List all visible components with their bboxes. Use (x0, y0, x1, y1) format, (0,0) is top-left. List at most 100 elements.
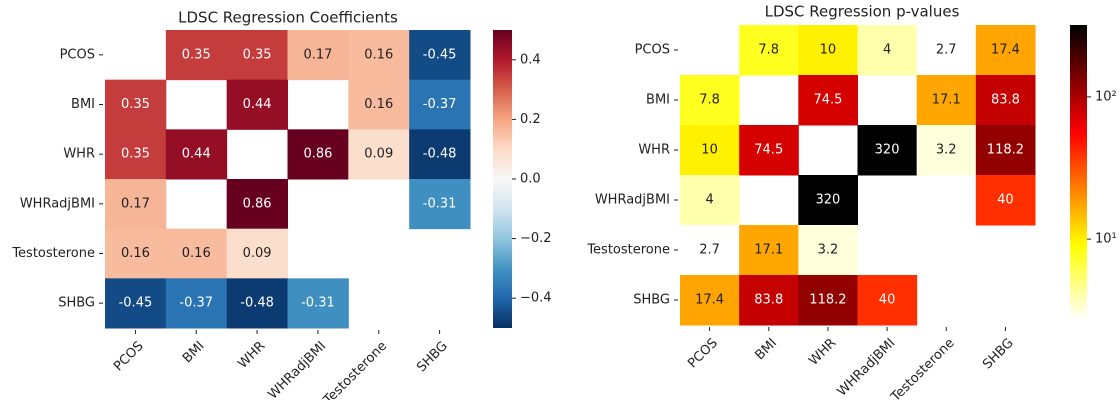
y-tick-label: WHR (63, 147, 95, 162)
y-tick-label: BMI (646, 93, 670, 108)
heatmap-cell (409, 179, 471, 230)
cell-label: 0.16 (182, 246, 211, 261)
y-tick-label: SHBG (633, 293, 670, 308)
heatmap-cell (287, 278, 349, 329)
y-tick-label: WHRadjBMI (595, 193, 670, 208)
cell-label: 10 (701, 143, 718, 158)
colorbar-tick-label: −0.4 (520, 291, 552, 306)
cell-label: -0.48 (423, 147, 457, 162)
x-tick-label: PCOS (111, 339, 147, 375)
cell-label: 320 (875, 143, 900, 158)
x-tick-label: WHR (806, 336, 839, 369)
heatmap-cell (105, 79, 167, 130)
x-tick-label: BMI (752, 336, 780, 364)
heatmap-cell (348, 79, 410, 130)
cell-label: 3.2 (936, 143, 957, 158)
cell-label: 17.1 (754, 243, 783, 258)
cell-label: -0.31 (301, 296, 335, 311)
heatmap-cell (680, 175, 740, 226)
heatmap-cell (287, 30, 349, 81)
heatmap-cell (165, 129, 228, 180)
colorbar-tick-label: 10¹ (1095, 232, 1117, 247)
cell-label: 0.86 (303, 147, 332, 162)
x-tick-label: WHR (235, 339, 268, 372)
heatmap-cell (975, 175, 1036, 226)
heatmap-cell (975, 25, 1036, 76)
heatmap-cell (409, 30, 471, 81)
chart-title: LDSC Regression p-values (765, 3, 960, 21)
colorbar-tick-label: −0.2 (520, 231, 552, 246)
cell-label: 4 (705, 193, 713, 208)
x-tick-label: WHRadjBMI (835, 336, 899, 400)
colorbar (1070, 25, 1087, 320)
cell-label: 40 (997, 193, 1014, 208)
cell-label: 0.17 (121, 196, 150, 211)
heatmap-cell (739, 225, 799, 276)
cell-label: 3.2 (818, 243, 839, 258)
heatmap-cell (857, 275, 918, 326)
cell-label: -0.37 (179, 296, 213, 311)
cell-label: 17.4 (695, 293, 724, 308)
cell-label: 2.7 (936, 43, 957, 58)
cell-label: 83.8 (991, 93, 1020, 108)
y-tick-label: Testosterone (586, 243, 670, 258)
x-tick-label: PCOS (685, 336, 721, 372)
heatmap-cell (975, 75, 1036, 126)
heatmap-cell (680, 275, 740, 326)
cell-label: 0.35 (121, 147, 150, 162)
heatmap-cell (916, 25, 977, 76)
chart-title: LDSC Regression Coefficients (178, 9, 398, 27)
y-tick-label: SHBG (58, 296, 95, 311)
cell-label: 0.17 (303, 47, 332, 62)
heatmap-cell (739, 275, 799, 326)
cell-label: 0.35 (182, 47, 211, 62)
cell-label: 2.7 (699, 243, 720, 258)
heatmap-cell (165, 30, 228, 81)
cell-label: 4 (883, 43, 891, 58)
cell-label: 10 (820, 43, 837, 58)
cell-label: -0.31 (423, 196, 457, 211)
heatmap-cell (287, 129, 349, 180)
heatmap-cell (105, 179, 167, 230)
heatmap-cell (739, 25, 799, 76)
cell-label: -0.45 (423, 47, 457, 62)
heatmap-cell (857, 125, 918, 176)
colorbar-tick-label: 0.2 (520, 112, 541, 127)
y-tick-label: BMI (71, 97, 95, 112)
cell-label: 118.2 (987, 143, 1024, 158)
heatmap-cell (348, 30, 410, 81)
heatmap-cell (798, 25, 858, 76)
y-tick-label: WHR (638, 143, 670, 158)
cell-label: 17.4 (991, 43, 1020, 58)
cell-label: 7.8 (758, 43, 779, 58)
x-tick-label: SHBG (414, 339, 451, 376)
colorbar-tick-label: 10² (1095, 89, 1117, 104)
cell-label: 7.8 (699, 93, 720, 108)
heatmap-cell (409, 79, 471, 130)
x-tick-label: Testosterone (320, 339, 390, 400)
cell-label: 0.86 (243, 196, 272, 211)
y-tick-label: WHRadjBMI (20, 196, 95, 211)
heatmap-cell (680, 225, 740, 276)
heatmap-cell (798, 225, 858, 276)
y-tick-label: PCOS (60, 47, 95, 62)
cell-label: 74.5 (813, 93, 842, 108)
heatmap-cell (105, 278, 167, 329)
heatmap-cell (226, 278, 288, 329)
heatmap-cell (916, 125, 977, 176)
x-tick-label: SHBG (980, 336, 1017, 373)
y-tick-label: Testosterone (11, 246, 95, 261)
heatmap-cell (348, 129, 410, 180)
cell-label: -0.48 (240, 296, 274, 311)
x-tick-label: WHRadjBMI (265, 339, 329, 400)
cell-label: 83.8 (754, 293, 783, 308)
heatmap-cell (226, 79, 288, 130)
cell-label: 118.2 (809, 293, 846, 308)
cell-label: 40 (879, 293, 896, 308)
cell-label: 0.44 (182, 147, 211, 162)
cell-label: 0.16 (364, 47, 393, 62)
heatmap-cell (975, 125, 1036, 176)
colorbar-tick-label: 0.4 (520, 52, 541, 67)
cell-label: -0.45 (119, 296, 153, 311)
heatmap-cell (857, 25, 918, 76)
